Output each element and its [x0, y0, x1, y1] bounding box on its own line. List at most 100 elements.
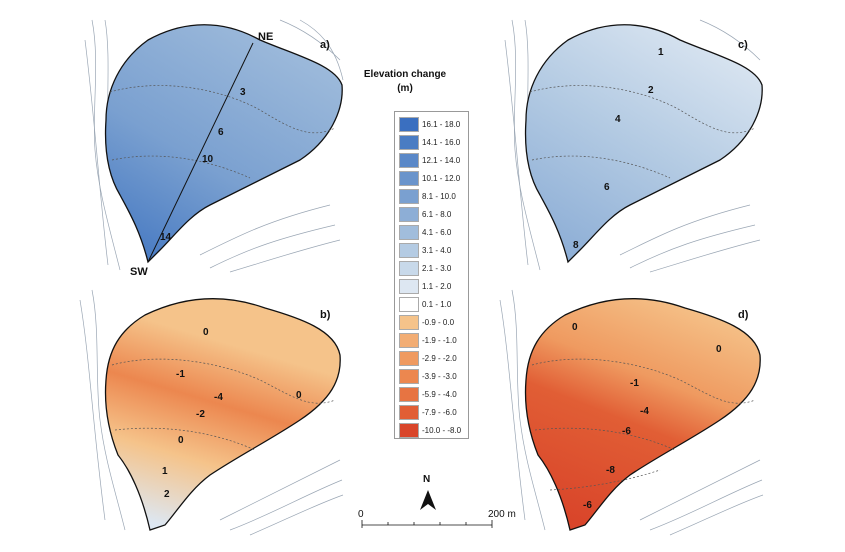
contour-label: 1	[658, 47, 664, 58]
legend-row: 16.1 - 18.0	[399, 116, 460, 132]
contour-label: 8	[573, 240, 579, 251]
legend-row: -7.9 - -6.0	[399, 404, 457, 420]
panel-d: 0 0 -1 -4 -6 -8 -6 d)	[499, 289, 764, 536]
contour-label: -4	[640, 406, 649, 417]
panel-b: 0 -1 -4 -2 0 0 1 2 b)	[79, 289, 344, 536]
profile-line-a	[147, 42, 254, 263]
legend-label: 2.1 - 3.0	[422, 263, 452, 273]
legend-swatch	[399, 332, 419, 348]
panel-letter-c: c)	[738, 39, 748, 51]
contour-label: 0	[716, 344, 722, 355]
contour-label: 1	[162, 466, 168, 477]
legend-swatch	[399, 386, 419, 402]
legend-title: Elevation change (m)	[345, 68, 465, 96]
legend-row: 1.1 - 2.0	[399, 278, 451, 294]
contour-label: 4	[615, 114, 621, 125]
contour-label: -4	[214, 392, 223, 403]
background-contours-b	[79, 289, 344, 536]
legend-row: 6.1 - 8.0	[399, 206, 451, 222]
label-ne: NE	[258, 31, 273, 43]
background-contours-d	[499, 289, 764, 536]
legend-row: 0.1 - 1.0	[399, 296, 451, 312]
legend-row: 8.1 - 10.0	[399, 188, 456, 204]
legend-row: 12.1 - 14.0	[399, 152, 460, 168]
legend-label: 6.1 - 8.0	[422, 209, 452, 219]
contour-label: 6	[604, 182, 610, 193]
legend-swatch	[399, 116, 419, 132]
contour-label: 3	[240, 87, 246, 98]
panel-letter-a: a)	[320, 39, 330, 51]
legend-label: -5.9 - -4.0	[422, 389, 457, 399]
scale-start-label: 0	[358, 509, 364, 520]
contour-label: -6	[583, 500, 592, 511]
scale-end-label: 200 m	[488, 509, 516, 520]
legend-row: -10.0 - -8.0	[399, 422, 461, 438]
contour-label: 2	[164, 489, 170, 500]
legend-swatch	[399, 404, 419, 420]
legend-title-line1: Elevation change	[363, 69, 447, 80]
legend-swatch	[399, 170, 419, 186]
contour-label: 0	[296, 390, 302, 401]
dashed-contours-b	[111, 358, 336, 451]
dashed-contours-a	[109, 85, 336, 179]
contour-label: 6	[218, 127, 224, 138]
legend-row: -2.9 - -2.0	[399, 350, 457, 366]
scale-bar	[361, 520, 493, 528]
legend-label: -10.0 - -8.0	[422, 425, 462, 435]
legend-label: -3.9 - -3.0	[422, 371, 457, 381]
landslide-outline-d	[524, 298, 761, 531]
legend-label: -2.9 - -2.0	[422, 353, 457, 363]
contour-label: -2	[196, 409, 205, 420]
legend-swatch	[399, 188, 419, 204]
contour-label: 2	[648, 85, 654, 96]
legend-label: 8.1 - 10.0	[422, 191, 456, 201]
legend-row: 10.1 - 12.0	[399, 170, 460, 186]
contour-label: 10	[202, 154, 214, 165]
legend-label: 0.1 - 1.0	[422, 299, 452, 309]
legend-row: -3.9 - -3.0	[399, 368, 457, 384]
panel-letter-d: d)	[738, 309, 749, 321]
contour-label: -6	[622, 426, 631, 437]
north-label: N	[423, 474, 431, 485]
legend-label: 3.1 - 4.0	[422, 245, 452, 255]
legend-swatch	[399, 296, 419, 312]
north-arrow-icon	[420, 490, 436, 510]
legend-swatch	[399, 278, 419, 294]
panel-a: NE SW 3 6 10 14 a)	[84, 19, 344, 278]
contour-label: -1	[630, 378, 639, 389]
label-sw: SW	[130, 266, 148, 278]
legend-swatch	[399, 206, 419, 222]
legend-label: 10.1 - 12.0	[422, 173, 461, 183]
legend-label: -1.9 - -1.0	[422, 335, 457, 345]
landslide-outline-b	[104, 298, 341, 531]
contour-label: 14	[160, 232, 172, 243]
legend-label: -7.9 - -6.0	[422, 407, 457, 417]
legend-swatch	[399, 224, 419, 240]
contour-label: 0	[572, 322, 578, 333]
legend-row: -5.9 - -4.0	[399, 386, 457, 402]
legend-swatch	[399, 314, 419, 330]
landslide-outline-a	[104, 24, 343, 264]
legend-swatch	[399, 422, 419, 438]
contour-label: 0	[203, 327, 209, 338]
legend-swatch	[399, 134, 419, 150]
legend-row: -0.9 - 0.0	[399, 314, 454, 330]
contour-label: 0	[178, 435, 184, 446]
legend-row: 14.1 - 16.0	[399, 134, 460, 150]
panel-c: 1 2 4 6 8 c)	[504, 19, 763, 273]
legend-row: 2.1 - 3.0	[399, 260, 451, 276]
legend-swatch	[399, 368, 419, 384]
legend-label: -0.9 - 0.0	[422, 317, 455, 327]
panel-letter-b: b)	[320, 309, 331, 321]
legend-swatch	[399, 242, 419, 258]
background-contours-a	[84, 19, 344, 273]
legend-row: 4.1 - 6.0	[399, 224, 451, 240]
legend-swatch	[399, 350, 419, 366]
legend-label: 4.1 - 6.0	[422, 227, 452, 237]
landslide-outline-c	[524, 24, 763, 264]
legend-label: 12.1 - 14.0	[422, 155, 461, 165]
contour-label: -8	[606, 465, 615, 476]
legend-label: 1.1 - 2.0	[422, 281, 452, 291]
